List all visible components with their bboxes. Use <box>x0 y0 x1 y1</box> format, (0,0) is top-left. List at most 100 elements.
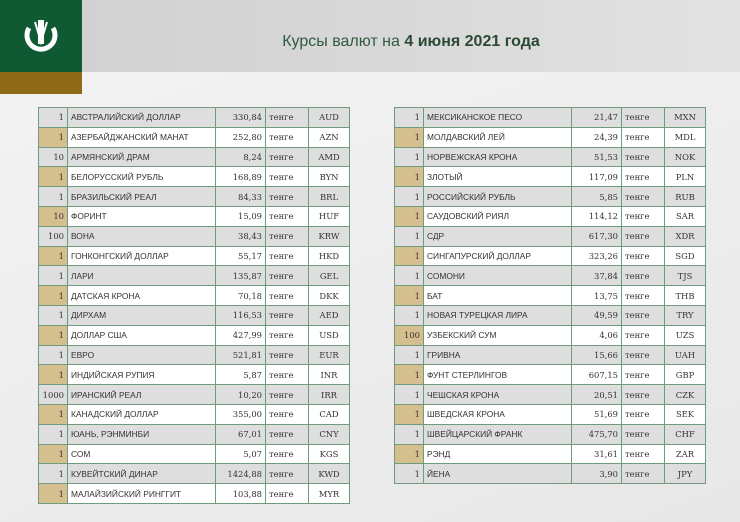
table-row: 1 ЙЕНА 3,90 тенге JPY <box>394 463 706 485</box>
unit-cell: тенге <box>621 443 665 465</box>
table-row: 1 ЧЕШСКАЯ КРОНА 20,51 тенге CZK <box>394 384 706 405</box>
rate-cell: 20,51 <box>571 384 622 405</box>
quantity-cell: 1 <box>394 245 424 267</box>
quantity-cell: 1 <box>38 423 68 445</box>
currency-code-cell: MXN <box>664 107 706 128</box>
currency-code-cell: KRW <box>308 225 350 247</box>
unit-cell: тенге <box>621 205 665 227</box>
table-row: 1 КАНАДСКИЙ ДОЛЛАР 355,00 тенге CAD <box>38 403 350 425</box>
quantity-cell: 10 <box>38 205 68 227</box>
unit-cell: тенге <box>621 107 665 128</box>
table-row: 1 ГОНКОНГСКИЙ ДОЛЛАР 55,17 тенге HKD <box>38 245 350 267</box>
unit-cell: тенге <box>621 225 665 247</box>
unit-cell: тенге <box>265 245 309 267</box>
currency-name-cell: ДАТСКАЯ КРОНА <box>67 285 216 306</box>
currency-name-cell: СОМОНИ <box>423 265 572 287</box>
table-row: 1 РЭНД 31,61 тенге ZAR <box>394 443 706 465</box>
currency-code-cell: BRL <box>308 186 350 207</box>
rate-cell: 8,24 <box>215 146 266 168</box>
table-row: 1 ШВЕЙЦАРСКИЙ ФРАНК 475,70 тенге CHF <box>394 423 706 445</box>
rate-cell: 31,61 <box>571 443 622 465</box>
currency-name-cell: КУВЕЙТСКИЙ ДИНАР <box>67 463 216 485</box>
currency-code-cell: XDR <box>664 225 706 247</box>
currency-name-cell: УЗБЕКСКИЙ СУМ <box>423 324 572 346</box>
unit-cell: тенге <box>621 403 665 425</box>
rate-cell: 15,09 <box>215 205 266 227</box>
rate-cell: 117,09 <box>571 166 622 188</box>
unit-cell: тенге <box>621 265 665 287</box>
currency-name-cell: ШВЕДСКАЯ КРОНА <box>423 403 572 425</box>
currency-name-cell: ЧЕШСКАЯ КРОНА <box>423 384 572 405</box>
table-row: 1 РОССИЙСКИЙ РУБЛЬ 5,85 тенге RUB <box>394 186 706 207</box>
rate-cell: 84,33 <box>215 186 266 207</box>
table-row: 1 ЗЛОТЫЙ 117,09 тенге PLN <box>394 166 706 188</box>
currency-name-cell: АЗЕРБАЙДЖАНСКИЙ МАНАТ <box>67 126 216 148</box>
rates-table-left: 1 АВСТРАЛИЙСКИЙ ДОЛЛАР 330,84 тенге AUD 1 АЗЕР… <box>38 107 350 504</box>
quantity-cell: 1 <box>394 126 424 148</box>
unit-cell: тенге <box>621 384 665 405</box>
table-row: 1 СИНГАПУРСКИЙ ДОЛЛАР 323,26 тенге SGD <box>394 245 706 267</box>
rate-cell: 15,66 <box>571 344 622 366</box>
table-row: 1 ЛАРИ 135,87 тенге GEL <box>38 265 350 287</box>
currency-code-cell: SAR <box>664 205 706 227</box>
page-title: Курсы валют на 4 июня 2021 года <box>282 33 540 50</box>
currency-code-cell: USD <box>308 324 350 346</box>
unit-cell: тенге <box>621 285 665 306</box>
rate-cell: 135,87 <box>215 265 266 287</box>
rate-cell: 24,39 <box>571 126 622 148</box>
currency-code-cell: CNY <box>308 423 350 445</box>
currency-code-cell: UAH <box>664 344 706 366</box>
currency-code-cell: MDL <box>664 126 706 148</box>
table-row: 100 УЗБЕКСКИЙ СУМ 4,06 тенге UZS <box>394 324 706 346</box>
currency-name-cell: ФОРИНТ <box>67 205 216 227</box>
currency-code-cell: AUD <box>308 107 350 128</box>
currency-name-cell: ИНДИЙСКАЯ РУПИЯ <box>67 364 216 386</box>
currency-code-cell: AED <box>308 304 350 326</box>
currency-code-cell: GBP <box>664 364 706 386</box>
unit-cell: тенге <box>265 265 309 287</box>
table-row: 1 ДАТСКАЯ КРОНА 70,18 тенге DKK <box>38 285 350 306</box>
quantity-cell: 1 <box>38 245 68 267</box>
rate-cell: 5,87 <box>215 364 266 386</box>
quantity-cell: 1 <box>38 265 68 287</box>
currency-name-cell: МОЛДАВСКИЙ ЛЕЙ <box>423 126 572 148</box>
quantity-cell: 1 <box>38 304 68 326</box>
rate-cell: 38,43 <box>215 225 266 247</box>
currency-code-cell: BYN <box>308 166 350 188</box>
rate-cell: 103,88 <box>215 483 266 504</box>
currency-code-cell: GEL <box>308 265 350 287</box>
quantity-cell: 1 <box>394 107 424 128</box>
quantity-cell: 1 <box>38 463 68 485</box>
rate-cell: 10,20 <box>215 384 266 405</box>
unit-cell: тенге <box>621 126 665 148</box>
currency-name-cell: ГРИВНА <box>423 344 572 366</box>
table-row: 1 ДИРХАМ 116,53 тенге AED <box>38 304 350 326</box>
table-row: 100 ВОНА 38,43 тенге KRW <box>38 225 350 247</box>
quantity-cell: 1 <box>38 107 68 128</box>
emblem-icon <box>24 20 58 52</box>
quantity-cell: 1 <box>394 443 424 465</box>
table-row: 1000 ИРАНСКИЙ РЕАЛ 10,20 тенге IRR <box>38 384 350 405</box>
currency-code-cell: KGS <box>308 443 350 465</box>
rate-cell: 427,99 <box>215 324 266 346</box>
table-row: 1 БРАЗИЛЬСКИЙ РЕАЛ 84,33 тенге BRL <box>38 186 350 207</box>
unit-cell: тенге <box>621 463 665 485</box>
quantity-cell: 1 <box>38 186 68 207</box>
quantity-cell: 1000 <box>38 384 68 405</box>
unit-cell: тенге <box>621 364 665 386</box>
rate-cell: 55,17 <box>215 245 266 267</box>
header-band <box>0 0 740 72</box>
quantity-cell: 1 <box>394 403 424 425</box>
rate-cell: 607,15 <box>571 364 622 386</box>
table-row: 1 АЗЕРБАЙДЖАНСКИЙ МАНАТ 252,80 тенге AZN <box>38 126 350 148</box>
quantity-cell: 100 <box>38 225 68 247</box>
currency-name-cell: ВОНА <box>67 225 216 247</box>
national-bank-logo <box>0 0 82 72</box>
rate-cell: 355,00 <box>215 403 266 425</box>
rate-cell: 330,84 <box>215 107 266 128</box>
currency-name-cell: ДИРХАМ <box>67 304 216 326</box>
currency-name-cell: ДОЛЛАР США <box>67 324 216 346</box>
gold-accent-bar <box>0 72 82 94</box>
table-row: 10 АРМЯНСКИЙ ДРАМ 8,24 тенге AMD <box>38 146 350 168</box>
quantity-cell: 1 <box>38 285 68 306</box>
